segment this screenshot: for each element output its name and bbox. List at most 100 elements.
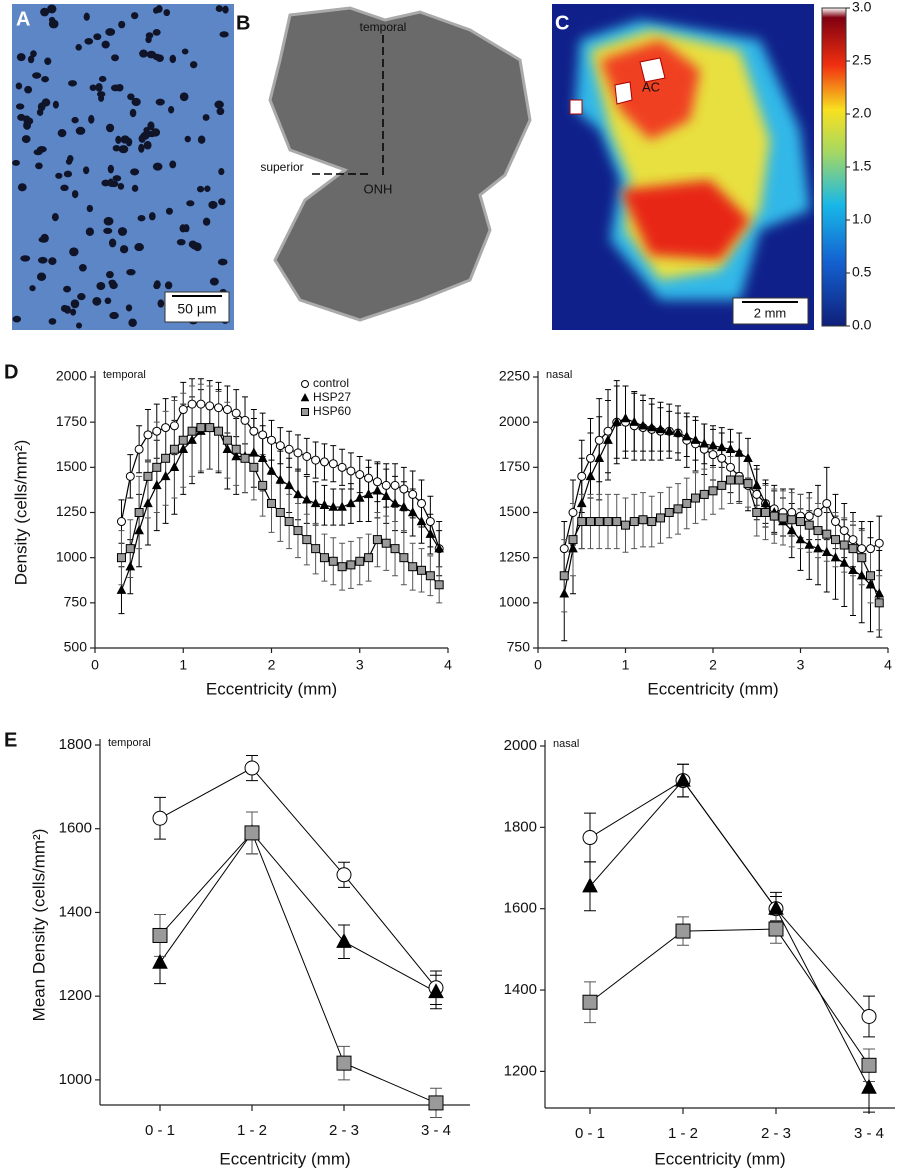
marker xyxy=(336,867,352,883)
marker xyxy=(866,544,875,554)
marker xyxy=(328,501,339,511)
marker xyxy=(743,479,753,489)
y-tick-label: 1400 xyxy=(59,903,92,920)
nucleus xyxy=(30,50,37,58)
marker xyxy=(603,517,613,527)
marker xyxy=(417,498,427,508)
nucleus xyxy=(117,227,128,236)
marker xyxy=(586,517,595,527)
series-line xyxy=(589,779,870,1017)
subtitle: nasal xyxy=(553,738,579,750)
colorbar-tick-label: 0.0 xyxy=(852,317,872,333)
x-tick-label: 2 - 3 xyxy=(761,1125,791,1142)
nucleus xyxy=(63,285,72,293)
x-tick-label: 3 - 4 xyxy=(421,1122,451,1139)
marker xyxy=(822,529,832,539)
nucleus xyxy=(41,98,51,107)
marker xyxy=(612,517,622,527)
marker xyxy=(160,470,171,481)
marker xyxy=(178,405,188,415)
y-tick-label: 1250 xyxy=(56,503,87,519)
x-tick-label: 0 - 1 xyxy=(145,1122,175,1139)
nucleus xyxy=(107,178,114,187)
micrograph xyxy=(12,4,234,330)
nucleus xyxy=(75,322,83,329)
nucleus xyxy=(138,143,145,153)
nucleus xyxy=(219,31,229,38)
marker xyxy=(629,517,639,527)
marker xyxy=(319,553,329,563)
marker xyxy=(866,571,875,581)
marker xyxy=(708,486,718,496)
nucleus xyxy=(35,162,43,170)
marker xyxy=(244,825,260,841)
marker xyxy=(664,508,674,517)
marker xyxy=(205,423,215,433)
marker xyxy=(187,426,197,436)
marker xyxy=(699,438,710,448)
marker xyxy=(266,465,277,475)
series-line xyxy=(589,928,870,1066)
nucleus xyxy=(112,144,121,152)
legend-label: HSP27 xyxy=(313,390,351,404)
marker xyxy=(804,539,815,549)
nucleus xyxy=(36,272,47,281)
marker xyxy=(249,447,259,457)
nucleus xyxy=(214,100,224,109)
marker xyxy=(390,497,400,508)
x-tick-label: 3 xyxy=(797,657,805,673)
nucleus xyxy=(129,108,137,118)
nucleus xyxy=(131,184,139,192)
nucleus xyxy=(202,217,211,226)
marker xyxy=(244,760,260,776)
colorbar-tick-label: 3.0 xyxy=(852,0,872,15)
marker xyxy=(407,507,418,517)
heatmap xyxy=(569,20,810,300)
nucleus xyxy=(128,318,137,328)
marker xyxy=(434,543,445,553)
nucleus xyxy=(196,185,205,193)
nucleus xyxy=(101,40,110,49)
marker xyxy=(152,462,162,472)
x-tick-label: 1 - 2 xyxy=(668,1125,698,1142)
nucleus xyxy=(63,170,73,178)
marker xyxy=(152,927,168,943)
nucleus xyxy=(86,204,94,213)
nucleus xyxy=(60,304,69,313)
x-tick-label: 0 xyxy=(91,657,99,673)
y-tick-label: 1250 xyxy=(499,548,530,564)
marker xyxy=(638,515,648,525)
marker xyxy=(152,953,168,969)
nucleus xyxy=(152,29,161,36)
nucleus xyxy=(186,200,195,207)
nucleus xyxy=(106,270,114,279)
x-tick-label: 4 xyxy=(444,657,452,673)
marker xyxy=(372,477,382,487)
marker xyxy=(752,489,762,499)
nucleus xyxy=(52,100,59,109)
y-tick-label: 1000 xyxy=(499,594,530,610)
nucleus xyxy=(89,84,97,91)
marker xyxy=(240,453,250,463)
marker xyxy=(222,435,232,445)
y-tick-label: 500 xyxy=(64,639,88,655)
marker xyxy=(116,553,126,563)
nucleus xyxy=(157,299,165,308)
nucleus xyxy=(103,216,114,226)
marker xyxy=(874,538,884,548)
nucleus xyxy=(184,135,191,143)
nucleus xyxy=(127,93,135,101)
y-tick-label: 1500 xyxy=(499,503,530,519)
marker xyxy=(769,511,779,521)
marker xyxy=(187,434,197,444)
marker xyxy=(363,488,374,499)
nucleus xyxy=(143,140,152,150)
nucleus xyxy=(41,76,50,83)
marker xyxy=(169,444,179,454)
marker xyxy=(726,475,735,485)
marker xyxy=(311,455,321,465)
nucleus xyxy=(153,282,161,290)
marker xyxy=(222,405,232,415)
nucleus xyxy=(155,98,165,106)
marker xyxy=(337,501,347,511)
